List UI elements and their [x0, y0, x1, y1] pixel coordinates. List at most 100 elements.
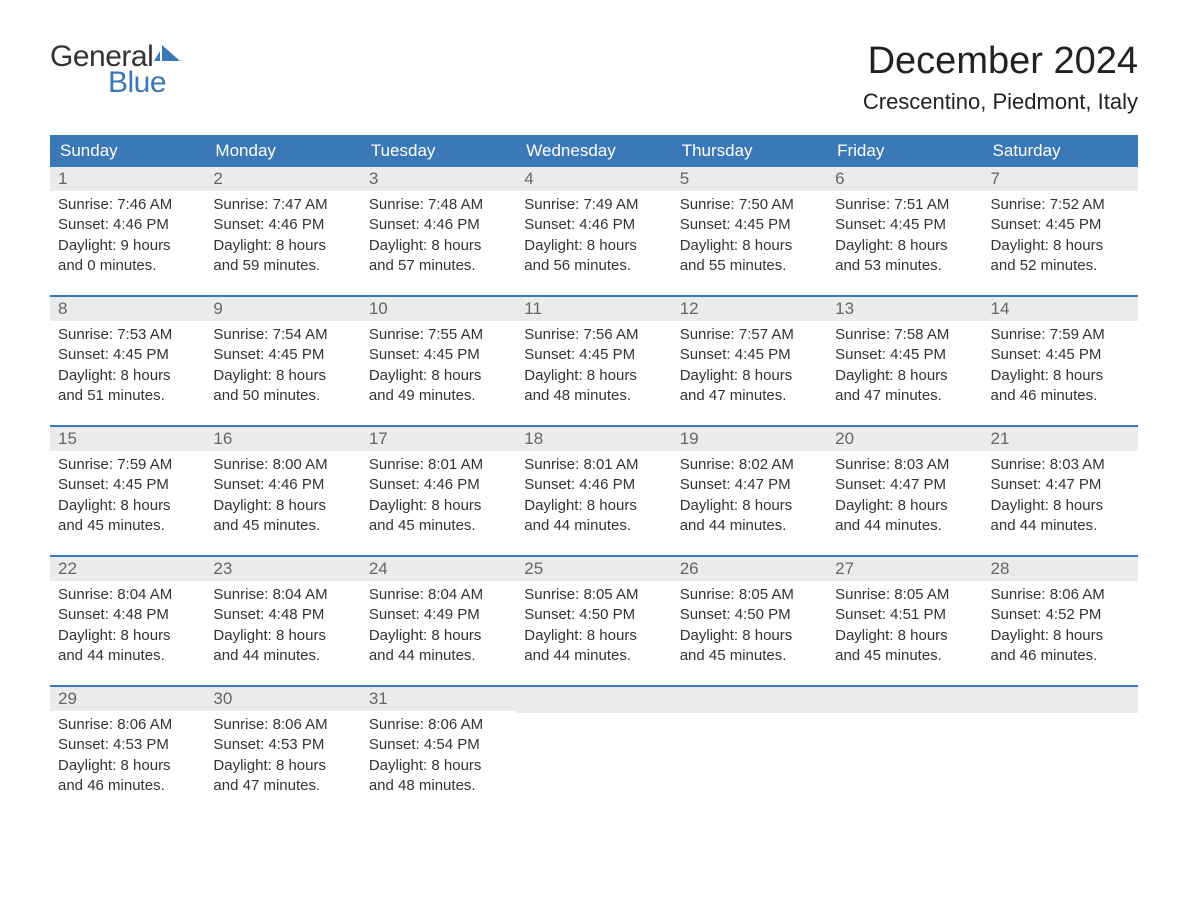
week-row: 22Sunrise: 8:04 AMSunset: 4:48 PMDayligh…	[50, 555, 1138, 685]
day-cell	[827, 687, 982, 815]
day-content: Sunrise: 7:46 AMSunset: 4:46 PMDaylight:…	[50, 191, 205, 276]
daylight-line-1: Daylight: 8 hours	[835, 626, 974, 646]
day-content: Sunrise: 7:59 AMSunset: 4:45 PMDaylight:…	[983, 321, 1138, 406]
sunset-line: Sunset: 4:50 PM	[680, 605, 819, 625]
day-number: 29	[50, 687, 205, 711]
sunset-line: Sunset: 4:45 PM	[680, 345, 819, 365]
day-content: Sunrise: 8:05 AMSunset: 4:50 PMDaylight:…	[516, 581, 671, 666]
sunset-line: Sunset: 4:45 PM	[835, 345, 974, 365]
day-content: Sunrise: 8:02 AMSunset: 4:47 PMDaylight:…	[672, 451, 827, 536]
sunrise-line: Sunrise: 7:56 AM	[524, 325, 663, 345]
day-number: 17	[361, 427, 516, 451]
sunrise-line: Sunrise: 8:05 AM	[835, 585, 974, 605]
daylight-line-2: and 0 minutes.	[58, 256, 197, 276]
day-number	[672, 687, 827, 713]
day-number: 13	[827, 297, 982, 321]
logo-flag-icon	[154, 43, 182, 68]
sunrise-line: Sunrise: 7:54 AM	[213, 325, 352, 345]
day-cell: 6Sunrise: 7:51 AMSunset: 4:45 PMDaylight…	[827, 167, 982, 295]
day-content: Sunrise: 8:04 AMSunset: 4:48 PMDaylight:…	[205, 581, 360, 666]
daylight-line-2: and 48 minutes.	[369, 776, 508, 796]
day-content: Sunrise: 8:03 AMSunset: 4:47 PMDaylight:…	[827, 451, 982, 536]
daylight-line-2: and 46 minutes.	[991, 646, 1130, 666]
day-number: 7	[983, 167, 1138, 191]
sunrise-line: Sunrise: 7:52 AM	[991, 195, 1130, 215]
day-content: Sunrise: 7:54 AMSunset: 4:45 PMDaylight:…	[205, 321, 360, 406]
daylight-line-1: Daylight: 8 hours	[680, 496, 819, 516]
day-cell: 20Sunrise: 8:03 AMSunset: 4:47 PMDayligh…	[827, 427, 982, 555]
daylight-line-1: Daylight: 8 hours	[369, 496, 508, 516]
daylight-line-1: Daylight: 8 hours	[835, 236, 974, 256]
sunset-line: Sunset: 4:47 PM	[991, 475, 1130, 495]
day-number: 15	[50, 427, 205, 451]
daylight-line-2: and 47 minutes.	[213, 776, 352, 796]
sunset-line: Sunset: 4:45 PM	[213, 345, 352, 365]
daylight-line-1: Daylight: 8 hours	[524, 496, 663, 516]
daylight-line-2: and 55 minutes.	[680, 256, 819, 276]
month-title: December 2024	[863, 40, 1138, 83]
day-content: Sunrise: 7:50 AMSunset: 4:45 PMDaylight:…	[672, 191, 827, 276]
day-number: 9	[205, 297, 360, 321]
sunrise-line: Sunrise: 7:49 AM	[524, 195, 663, 215]
logo: General Blue	[50, 40, 182, 100]
weekday-header-cell: Wednesday	[516, 135, 671, 167]
daylight-line-1: Daylight: 8 hours	[213, 496, 352, 516]
day-content: Sunrise: 7:47 AMSunset: 4:46 PMDaylight:…	[205, 191, 360, 276]
sunset-line: Sunset: 4:47 PM	[680, 475, 819, 495]
sunrise-line: Sunrise: 8:03 AM	[835, 455, 974, 475]
daylight-line-1: Daylight: 8 hours	[524, 366, 663, 386]
sunset-line: Sunset: 4:46 PM	[58, 215, 197, 235]
day-cell: 4Sunrise: 7:49 AMSunset: 4:46 PMDaylight…	[516, 167, 671, 295]
daylight-line-2: and 56 minutes.	[524, 256, 663, 276]
day-cell: 29Sunrise: 8:06 AMSunset: 4:53 PMDayligh…	[50, 687, 205, 815]
sunrise-line: Sunrise: 8:05 AM	[524, 585, 663, 605]
day-cell: 25Sunrise: 8:05 AMSunset: 4:50 PMDayligh…	[516, 557, 671, 685]
day-number: 10	[361, 297, 516, 321]
week-row: 8Sunrise: 7:53 AMSunset: 4:45 PMDaylight…	[50, 295, 1138, 425]
daylight-line-2: and 59 minutes.	[213, 256, 352, 276]
day-content: Sunrise: 8:03 AMSunset: 4:47 PMDaylight:…	[983, 451, 1138, 536]
sunset-line: Sunset: 4:51 PM	[835, 605, 974, 625]
sunrise-line: Sunrise: 7:51 AM	[835, 195, 974, 215]
sunrise-line: Sunrise: 7:50 AM	[680, 195, 819, 215]
day-cell: 27Sunrise: 8:05 AMSunset: 4:51 PMDayligh…	[827, 557, 982, 685]
sunset-line: Sunset: 4:45 PM	[991, 215, 1130, 235]
daylight-line-1: Daylight: 8 hours	[524, 626, 663, 646]
sunset-line: Sunset: 4:45 PM	[58, 475, 197, 495]
day-cell	[983, 687, 1138, 815]
page-header: General Blue December 2024 Crescentino, …	[50, 40, 1138, 115]
day-cell: 8Sunrise: 7:53 AMSunset: 4:45 PMDaylight…	[50, 297, 205, 425]
day-number: 8	[50, 297, 205, 321]
day-cell: 15Sunrise: 7:59 AMSunset: 4:45 PMDayligh…	[50, 427, 205, 555]
day-cell: 16Sunrise: 8:00 AMSunset: 4:46 PMDayligh…	[205, 427, 360, 555]
day-number: 4	[516, 167, 671, 191]
daylight-line-1: Daylight: 8 hours	[369, 756, 508, 776]
day-number: 11	[516, 297, 671, 321]
daylight-line-2: and 44 minutes.	[991, 516, 1130, 536]
day-number: 25	[516, 557, 671, 581]
daylight-line-2: and 50 minutes.	[213, 386, 352, 406]
sunrise-line: Sunrise: 8:04 AM	[58, 585, 197, 605]
sunrise-line: Sunrise: 8:06 AM	[58, 715, 197, 735]
daylight-line-2: and 45 minutes.	[835, 646, 974, 666]
day-cell: 18Sunrise: 8:01 AMSunset: 4:46 PMDayligh…	[516, 427, 671, 555]
day-number: 23	[205, 557, 360, 581]
daylight-line-2: and 46 minutes.	[58, 776, 197, 796]
day-cell: 17Sunrise: 8:01 AMSunset: 4:46 PMDayligh…	[361, 427, 516, 555]
daylight-line-2: and 48 minutes.	[524, 386, 663, 406]
sunrise-line: Sunrise: 7:47 AM	[213, 195, 352, 215]
day-cell: 31Sunrise: 8:06 AMSunset: 4:54 PMDayligh…	[361, 687, 516, 815]
daylight-line-2: and 46 minutes.	[991, 386, 1130, 406]
day-number: 24	[361, 557, 516, 581]
daylight-line-2: and 44 minutes.	[680, 516, 819, 536]
sunset-line: Sunset: 4:46 PM	[369, 475, 508, 495]
title-block: December 2024 Crescentino, Piedmont, Ita…	[863, 40, 1138, 115]
daylight-line-1: Daylight: 8 hours	[835, 496, 974, 516]
daylight-line-1: Daylight: 8 hours	[58, 366, 197, 386]
day-number: 1	[50, 167, 205, 191]
daylight-line-1: Daylight: 8 hours	[991, 236, 1130, 256]
day-content: Sunrise: 7:57 AMSunset: 4:45 PMDaylight:…	[672, 321, 827, 406]
sunset-line: Sunset: 4:48 PM	[58, 605, 197, 625]
sunrise-line: Sunrise: 7:55 AM	[369, 325, 508, 345]
daylight-line-2: and 44 minutes.	[369, 646, 508, 666]
